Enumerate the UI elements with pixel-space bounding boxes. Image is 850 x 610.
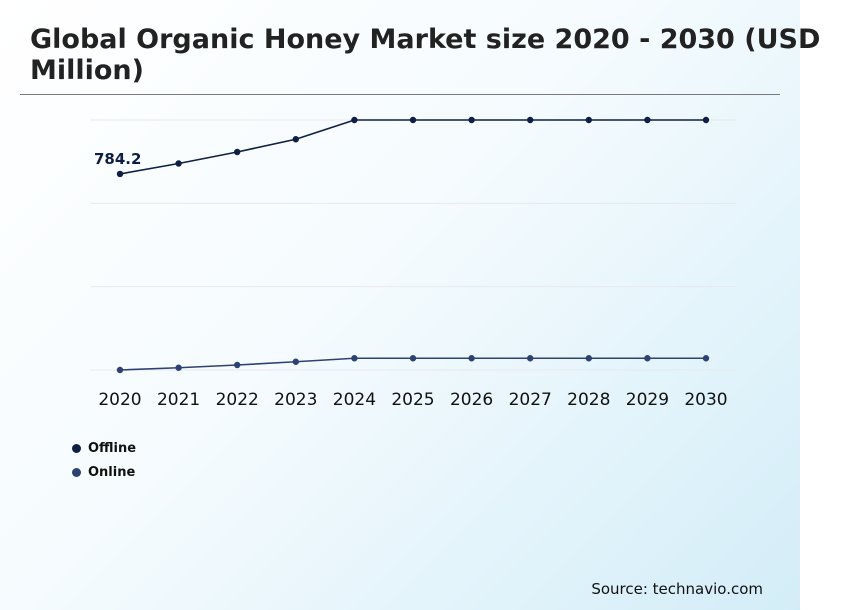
series-line-offline	[119, 119, 706, 175]
x-tick-label: 2025	[391, 390, 434, 410]
x-tick-label: 2023	[274, 390, 317, 410]
data-point-offline	[234, 148, 241, 156]
data-point-online	[116, 366, 124, 374]
x-tick-label: 2026	[450, 390, 493, 410]
data-point-offline	[351, 116, 358, 124]
legend-item-offline: Offline	[72, 436, 136, 460]
source-credit: Source: technavio.com	[591, 580, 763, 598]
x-tick-label: 2028	[567, 390, 610, 410]
data-point-online	[351, 355, 358, 362]
x-tick-label: 2030	[684, 390, 727, 410]
data-point-offline	[644, 116, 651, 124]
title-divider	[20, 94, 780, 95]
x-tick-label: 2024	[333, 390, 376, 410]
legend-dot-online-icon	[72, 467, 81, 477]
data-point-online	[175, 364, 182, 371]
data-point-online	[644, 355, 651, 362]
chart-background	[0, 0, 800, 610]
data-label: 784.2	[94, 150, 141, 168]
data-point-online	[585, 355, 592, 362]
legend-item-online: Online	[72, 460, 136, 484]
x-tick-label: 2020	[98, 390, 141, 410]
data-point-offline	[175, 160, 182, 167]
data-point-offline	[527, 116, 534, 124]
data-point-online	[527, 355, 534, 362]
x-tick-label: 2021	[157, 390, 200, 410]
data-point-online	[409, 355, 417, 362]
data-point-online	[234, 361, 241, 369]
legend-label-offline: Offline	[88, 440, 137, 456]
data-point-online	[702, 355, 710, 362]
x-tick-label: 2022	[216, 390, 259, 410]
x-tick-label: 2027	[509, 390, 552, 410]
data-point-offline	[468, 116, 475, 124]
chart-title: Global Organic Honey Market size 2020 - …	[30, 24, 821, 86]
chart-legend: Offline Online	[72, 436, 136, 484]
data-point-offline	[585, 116, 592, 124]
data-point-online	[292, 358, 299, 365]
data-point-offline	[116, 170, 124, 178]
x-tick-label: 2029	[626, 390, 669, 410]
data-point-offline	[409, 116, 417, 124]
data-point-offline	[702, 116, 710, 124]
data-point-offline	[292, 136, 299, 143]
legend-dot-offline-icon	[72, 443, 81, 453]
data-point-online	[468, 355, 475, 362]
legend-label-online: Online	[88, 464, 136, 480]
